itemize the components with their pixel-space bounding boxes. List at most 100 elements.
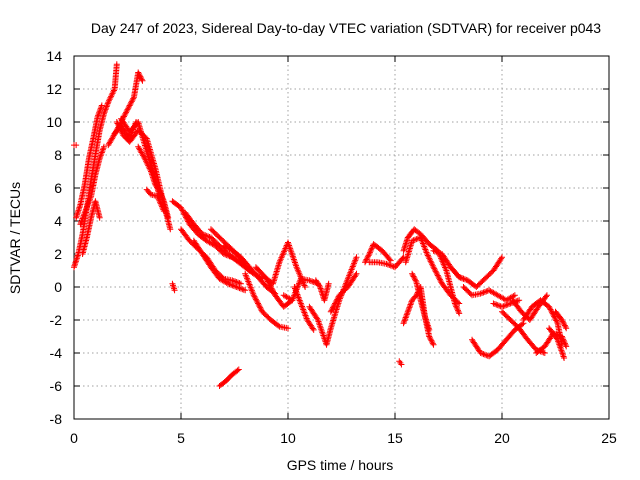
data-point — [156, 188, 163, 195]
data-point — [477, 290, 484, 297]
data-point — [80, 214, 87, 221]
data-point — [400, 320, 407, 327]
data-point — [411, 276, 418, 283]
data-point — [556, 332, 563, 339]
data-point — [401, 317, 408, 324]
data-point — [431, 248, 438, 255]
data-point — [157, 199, 164, 206]
data-point — [547, 306, 554, 313]
data-point — [366, 249, 373, 256]
data-point — [467, 291, 474, 298]
data-point — [558, 333, 565, 340]
data-point — [235, 284, 242, 291]
data-point — [232, 283, 239, 290]
x-axis-ticks: 0 5 10 15 20 25 — [70, 56, 617, 446]
y-tick-label: 10 — [46, 114, 62, 130]
data-point — [459, 275, 466, 282]
data-point — [239, 286, 246, 293]
data-point — [255, 301, 262, 308]
data-point — [435, 273, 442, 280]
data-point — [135, 69, 142, 76]
data-point — [365, 252, 372, 259]
data-point — [455, 308, 462, 315]
data-point — [368, 245, 375, 252]
data-point — [158, 202, 165, 209]
data-point — [516, 297, 523, 304]
data-point — [156, 197, 163, 204]
data-point — [461, 276, 468, 283]
data-point — [155, 186, 162, 193]
data-point — [543, 292, 550, 299]
data-point — [559, 334, 566, 341]
data-point — [519, 321, 526, 328]
data-point — [302, 284, 309, 290]
data-point — [490, 300, 497, 307]
data-point — [506, 301, 513, 308]
data-point — [511, 292, 518, 299]
data-point — [96, 214, 103, 221]
data-point — [105, 99, 112, 106]
data-point — [403, 311, 410, 318]
data-point — [205, 233, 212, 240]
data-points — [71, 61, 570, 389]
data-point — [429, 339, 436, 345]
data-point — [409, 270, 416, 277]
data-point — [479, 350, 486, 357]
data-point — [98, 149, 105, 156]
data-point — [141, 155, 148, 162]
data-point — [103, 104, 110, 111]
data-point — [407, 301, 414, 308]
data-point — [434, 272, 441, 279]
data-point — [125, 103, 132, 110]
data-point — [137, 73, 144, 80]
data-point — [428, 337, 435, 344]
data-point — [178, 204, 184, 211]
data-point — [334, 295, 341, 301]
data-point — [426, 326, 433, 333]
data-point — [130, 95, 137, 102]
data-point — [158, 203, 165, 210]
data-point — [561, 340, 568, 347]
data-point — [160, 208, 167, 215]
data-point — [457, 274, 464, 281]
data-point — [383, 260, 390, 267]
plot-frame — [73, 55, 610, 420]
data-point — [551, 314, 558, 321]
data-point — [503, 302, 510, 309]
data-point — [108, 91, 115, 98]
data-point — [384, 261, 391, 268]
data-point — [353, 270, 360, 277]
data-point — [424, 252, 431, 259]
data-point — [504, 301, 511, 308]
data-point — [409, 272, 416, 279]
data-point — [268, 285, 275, 292]
data-point — [430, 341, 437, 348]
data-point — [454, 299, 461, 306]
data-point — [431, 265, 438, 272]
data-point — [138, 76, 145, 83]
data-point — [426, 256, 433, 263]
data-point — [234, 367, 241, 374]
data-point — [114, 120, 121, 127]
data-point — [329, 304, 336, 311]
series-0 — [71, 61, 570, 389]
data-point — [135, 70, 142, 77]
data-point — [333, 297, 340, 304]
data-point — [410, 273, 417, 280]
data-point — [558, 317, 565, 323]
data-point — [325, 280, 332, 287]
data-point — [429, 340, 436, 347]
data-point — [425, 253, 432, 260]
y-tick-label: -8 — [50, 411, 63, 427]
data-point — [104, 100, 111, 107]
data-point — [129, 97, 136, 103]
data-point — [104, 102, 111, 109]
data-point — [105, 97, 112, 104]
x-tick-label: 15 — [387, 430, 403, 446]
data-point — [113, 119, 120, 125]
data-point — [203, 232, 210, 239]
data-point — [426, 334, 433, 341]
x-axis-label: GPS time / hours — [287, 457, 394, 473]
data-point — [102, 107, 109, 114]
x-tick-label: 5 — [177, 430, 185, 446]
